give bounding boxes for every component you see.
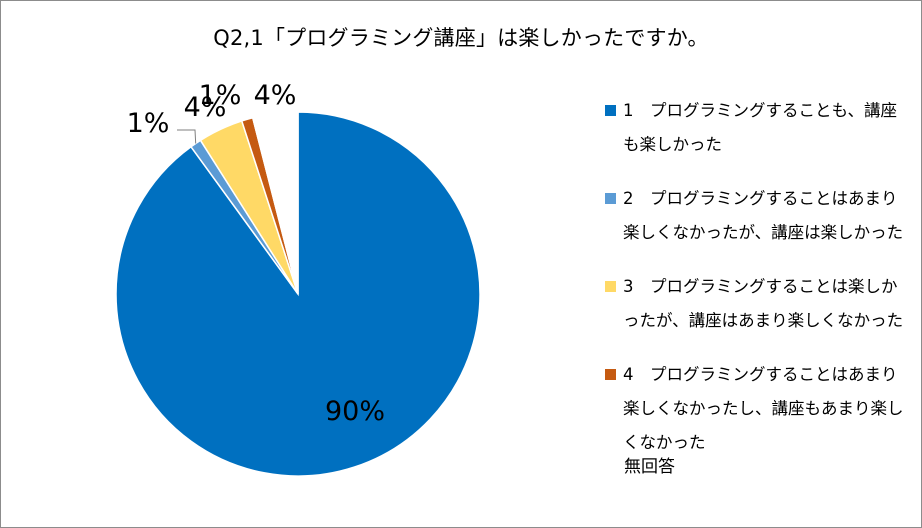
legend-label-3: 3 プログラミングすることは楽しかったが、講座はあまり楽しくなかった [623, 277, 904, 330]
legend-swatch-1 [605, 105, 616, 116]
legend-item-3: 3 プログラミングすることは楽しかったが、講座はあまり楽しくなかった [605, 270, 905, 338]
pie-data-label-5: 4% [254, 80, 297, 111]
legend-item-2: 2 プログラミングすることはあまり楽しくなかったが、講座は楽しかった [605, 182, 905, 250]
pie-data-label-1: 90% [325, 396, 385, 427]
leader-line-2 [177, 129, 197, 144]
pie-data-label-4: 1% [199, 80, 242, 111]
legend-label-5: 無回答 [624, 457, 675, 477]
legend-item-4: 4 プログラミングすることはあまり楽しくなかったし、講座もあまり楽しくなかった [605, 358, 905, 460]
legend-label-2: 2 プログラミングすることはあまり楽しくなかったが、講座は楽しかった [623, 189, 904, 242]
legend-swatch-2 [605, 193, 616, 204]
legend-label-4: 4 プログラミングすることはあまり楽しくなかったし、講座もあまり楽しくなかった [623, 365, 904, 452]
chart-title: Q2,1「プログラミング講座」は楽しかったですか。 [213, 26, 709, 50]
legend-label-1: 1 プログラミングすることも、講座も楽しかった [623, 101, 898, 154]
legend-swatch-3 [605, 281, 616, 292]
legend: 1 プログラミングすることも、講座も楽しかった 2 プログラミングすることはあま… [605, 94, 905, 460]
legend-swatch-4 [605, 369, 616, 380]
pie-data-label-3: 4% [184, 92, 227, 123]
pie-slice-5 [251, 111, 299, 295]
legend-item-1: 1 プログラミングすることも、講座も楽しかった [605, 94, 905, 162]
pie-data-label-2: 1% [127, 108, 170, 139]
